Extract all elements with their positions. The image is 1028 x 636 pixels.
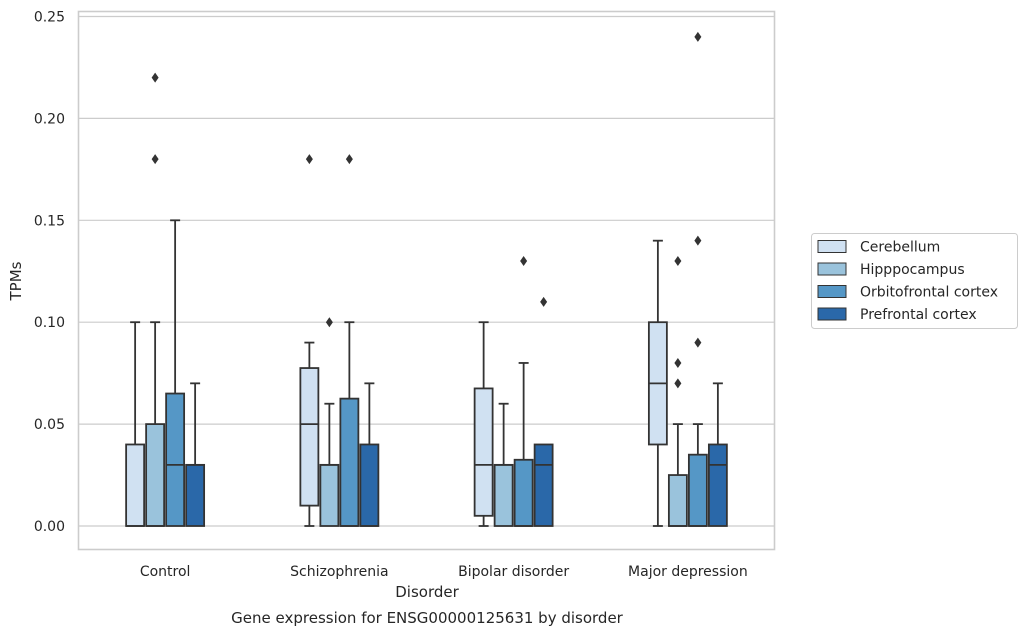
box [339, 154, 360, 527]
box-group [125, 72, 206, 527]
outlier-point [151, 72, 159, 83]
box [299, 154, 320, 527]
outlier-point [674, 256, 682, 267]
box-rect [299, 367, 320, 507]
legend-label: Prefrontal cortex [860, 307, 977, 323]
box-rect [145, 423, 166, 527]
box [647, 239, 668, 527]
legend-label: Orbitofrontal cortex [860, 285, 998, 301]
outlier-point [694, 31, 702, 42]
x-axis-ticks: Control Schizophrenia Bipolar disorder Majo… [140, 564, 748, 580]
plot-frame [77, 10, 776, 551]
legend-item: Prefrontal cortex [817, 307, 977, 323]
box [125, 321, 146, 527]
box [165, 219, 186, 527]
outlier-point [151, 154, 159, 165]
box [513, 256, 534, 527]
box-rect [667, 474, 688, 527]
box [707, 382, 728, 527]
box-rect [513, 458, 534, 527]
x-tick-label: Major depression [628, 564, 748, 580]
legend-item: Cerebellum [817, 240, 940, 256]
box-rect [319, 463, 340, 527]
outlier-point [520, 256, 528, 267]
y-tick-label: 0.05 [34, 417, 65, 433]
box [493, 402, 514, 527]
outlier-point [694, 337, 702, 348]
outlier-point [345, 154, 353, 165]
box [319, 317, 340, 527]
y-tick-label: 0.25 [34, 10, 65, 26]
legend-swatch [817, 307, 847, 321]
outlier-point [325, 317, 333, 328]
box [687, 31, 708, 527]
box-group [299, 154, 380, 527]
legend-item: Hipppocampus [817, 262, 965, 278]
box-rect [533, 443, 554, 527]
box [359, 382, 380, 527]
box-rect [165, 392, 186, 527]
box [473, 321, 494, 527]
x-axis-label: Disorder [395, 583, 459, 601]
legend-swatch [817, 240, 847, 253]
x-tick-label: Bipolar disorder [458, 564, 569, 580]
outlier-point [694, 235, 702, 246]
x-tick-label: Schizophrenia [290, 564, 388, 580]
chart-caption: Gene expression for ENSG00000125631 by d… [231, 609, 624, 627]
y-tick-label: 0.15 [34, 213, 65, 229]
box [185, 382, 206, 527]
legend-swatch [817, 262, 847, 276]
outlier-point [674, 378, 682, 389]
box-rect [339, 397, 360, 527]
y-axis-ticks: 0.00 0.05 0.10 0.15 0.20 0.25 [34, 10, 65, 536]
legend-label: Cerebellum [860, 240, 940, 256]
box-rect [493, 463, 514, 527]
legend-item: Orbitofrontal cortex [817, 285, 998, 301]
legend: Cerebellum Hipppocampus Orbitofrontal cort… [811, 233, 1018, 329]
y-tick-label: 0.10 [34, 315, 65, 331]
box-rect [359, 443, 380, 527]
box [145, 72, 166, 527]
y-tick-label: 0.00 [34, 519, 65, 535]
x-tick-label: Control [140, 564, 191, 580]
box [533, 296, 554, 527]
legend-swatch [817, 285, 847, 298]
box-group [647, 31, 728, 527]
legend-label: Hipppocampus [860, 262, 965, 278]
legend-frame [811, 233, 1018, 329]
y-axis-label: TPMs [7, 261, 25, 301]
box-rect [707, 443, 728, 527]
box-groups [125, 31, 728, 527]
outlier-point [674, 357, 682, 368]
box-rect [125, 443, 146, 527]
outlier-point [305, 154, 313, 165]
box-rect [185, 463, 206, 527]
box [667, 256, 688, 527]
box-group [473, 256, 554, 527]
outlier-point [540, 296, 548, 307]
box-rect [687, 453, 708, 527]
box-rect [473, 387, 494, 517]
y-tick-label: 0.20 [34, 111, 65, 127]
